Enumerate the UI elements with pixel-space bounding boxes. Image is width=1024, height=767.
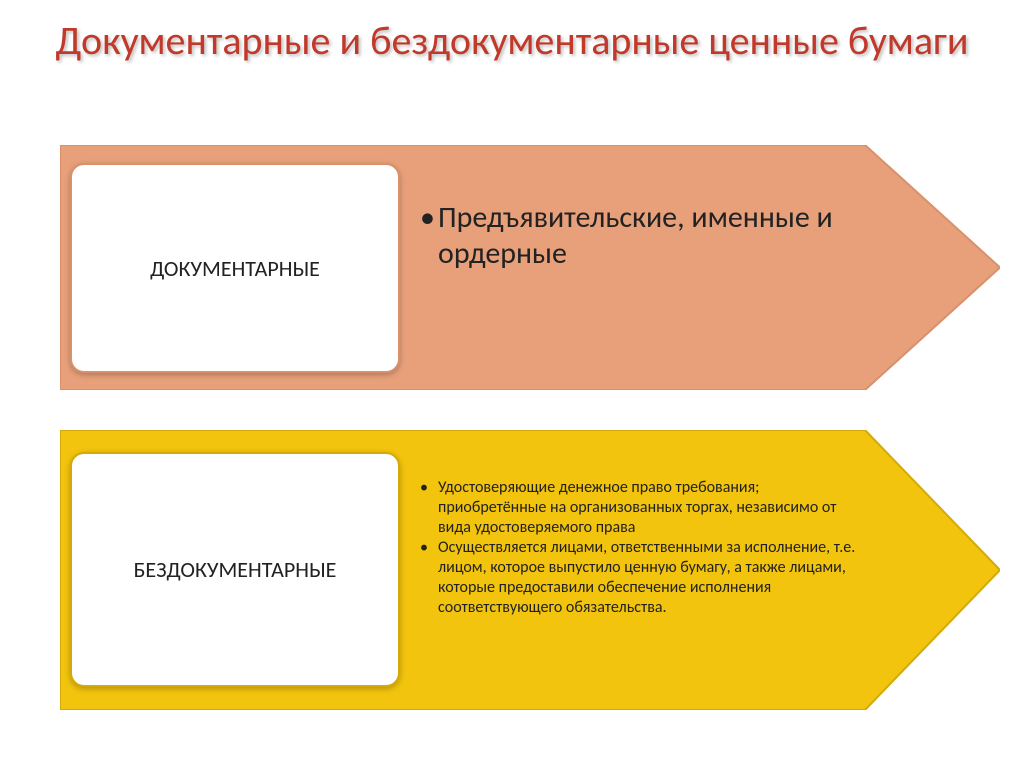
arrow-group-1: БЕЗДОКУМЕНТАРНЫЕ Удостоверяющие денежное … <box>60 430 1000 710</box>
arrow-content-1: Удостоверяющие денежное право требования… <box>420 478 860 618</box>
content-item: Предъявительские, именные и ордерные <box>420 200 850 272</box>
arrow-content-0: Предъявительские, именные и ордерные <box>420 200 850 272</box>
arrow-group-0: ДОКУМЕНТАРНЫЕ Предъявительские, именные и… <box>60 145 1000 390</box>
content-item: Осуществляется лицами, ответственными за… <box>420 538 860 618</box>
page-title: Документарные и бездокументарные ценные … <box>0 0 1024 74</box>
content-item: Удостоверяющие денежное право требования… <box>420 478 860 538</box>
category-label-0: ДОКУМЕНТАРНЫЕ <box>70 163 400 373</box>
category-label-1: БЕЗДОКУМЕНТАРНЫЕ <box>70 452 400 687</box>
